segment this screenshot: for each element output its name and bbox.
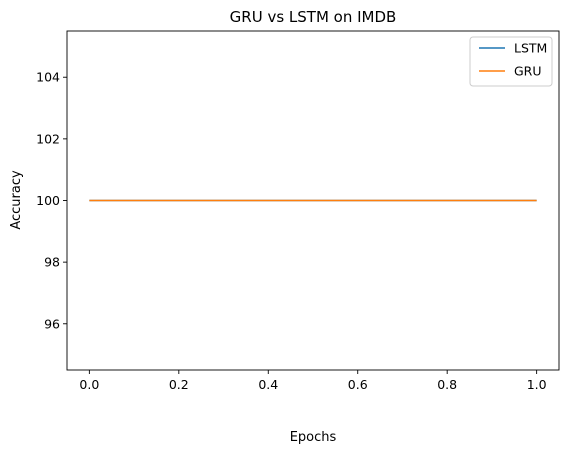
x-tick-label: 0.0 — [79, 377, 99, 392]
x-tick-label: 1.0 — [527, 377, 547, 392]
y-tick-label: 104 — [36, 70, 60, 85]
chart-title: GRU vs LSTM on IMDB — [230, 8, 397, 26]
legend-label-gru: GRU — [514, 64, 542, 79]
legend-label-lstm: LSTM — [514, 41, 547, 56]
y-axis-ticks: 96 98 100 102 104 — [36, 70, 67, 331]
y-tick-label: 102 — [36, 131, 60, 146]
x-tick-label: 0.8 — [437, 377, 457, 392]
x-tick-label: 0.6 — [348, 377, 368, 392]
x-axis-label: Epochs — [290, 430, 337, 445]
x-tick-label: 0.4 — [258, 377, 278, 392]
plot-area — [66, 30, 560, 371]
legend-frame — [469, 36, 553, 87]
y-tick-label: 96 — [44, 316, 60, 331]
y-tick-label: 98 — [44, 255, 60, 270]
y-axis-label: Accuracy — [9, 170, 24, 230]
y-tick-label: 100 — [36, 193, 60, 208]
x-axis-ticks: 0.0 0.2 0.4 0.6 0.8 1.0 — [79, 370, 547, 392]
legend: LSTM GRU — [469, 36, 553, 87]
x-tick-label: 0.2 — [169, 377, 189, 392]
